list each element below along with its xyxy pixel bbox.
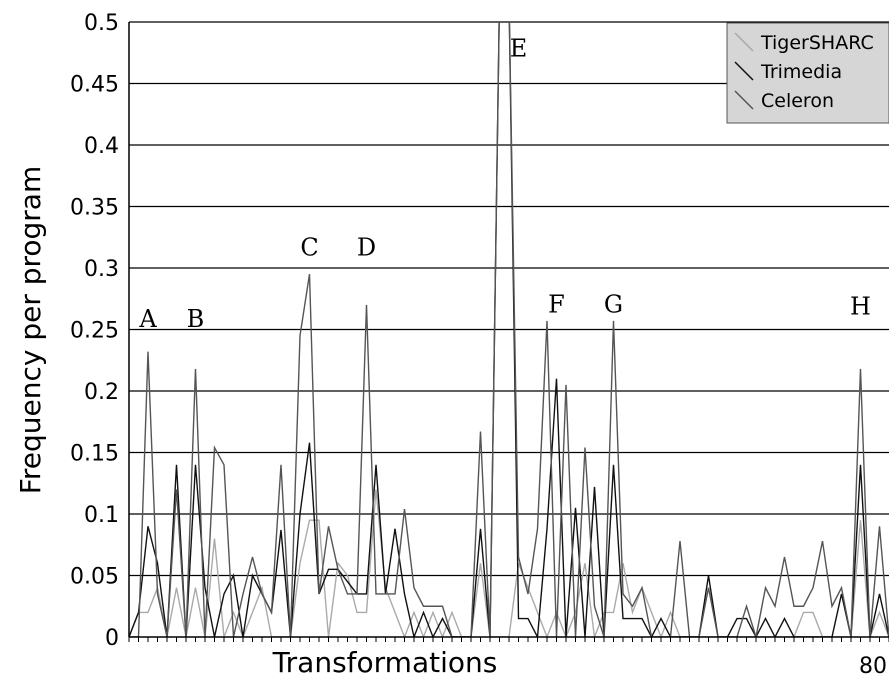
y-tick-label: 0.4 <box>84 134 119 159</box>
x-axis-ticks: 80 <box>128 637 889 679</box>
legend-label: Celeron <box>761 90 834 112</box>
y-tick-label: 0.3 <box>84 257 119 282</box>
series-layer <box>129 22 889 637</box>
annotation-g: G <box>604 290 623 318</box>
y-tick-label: 0.15 <box>70 442 119 467</box>
annotation-e: E <box>510 34 528 62</box>
grid <box>129 21 889 577</box>
annotation-b: B <box>187 305 205 333</box>
legend-box <box>726 22 889 124</box>
x-tick-label: 80 <box>859 654 887 679</box>
annotations: A B C D E F G H <box>138 34 871 333</box>
y-tick-label: 0.5 <box>84 11 119 36</box>
y-tick-label: 0 <box>105 626 119 651</box>
legend: TigerSHARC Trimedia Celeron <box>726 22 889 124</box>
y-tick-label: 0.2 <box>84 380 119 405</box>
annotation-f: F <box>548 290 565 318</box>
series-line-trimedia <box>129 22 889 637</box>
y-tick-label: 0.1 <box>84 503 119 528</box>
annotation-h: H <box>850 293 871 321</box>
legend-label: Trimedia <box>760 61 842 83</box>
y-tick-label: 0.05 <box>70 565 119 590</box>
annotation-d: D <box>357 234 376 262</box>
x-axis-title: Transformations <box>272 646 498 679</box>
y-tick-label: 0.25 <box>70 319 119 344</box>
y-axis-title: Frequency per program <box>14 166 47 494</box>
legend-swatch <box>734 61 754 81</box>
legend-label: TigerSHARC <box>760 32 874 54</box>
y-tick-label: 0.45 <box>70 73 119 98</box>
annotation-c: C <box>300 234 318 262</box>
legend-swatch <box>734 90 754 110</box>
y-axis-ticks: 0 0.05 0.1 0.15 0.2 0.25 0.3 0.35 0.4 0.45 0.5 <box>70 11 119 651</box>
annotation-a: A <box>138 305 157 333</box>
y-tick-label: 0.35 <box>70 196 119 221</box>
series-line-tigersharc <box>129 489 889 637</box>
series-line-celeron <box>129 22 889 637</box>
legend-swatch <box>734 32 754 52</box>
